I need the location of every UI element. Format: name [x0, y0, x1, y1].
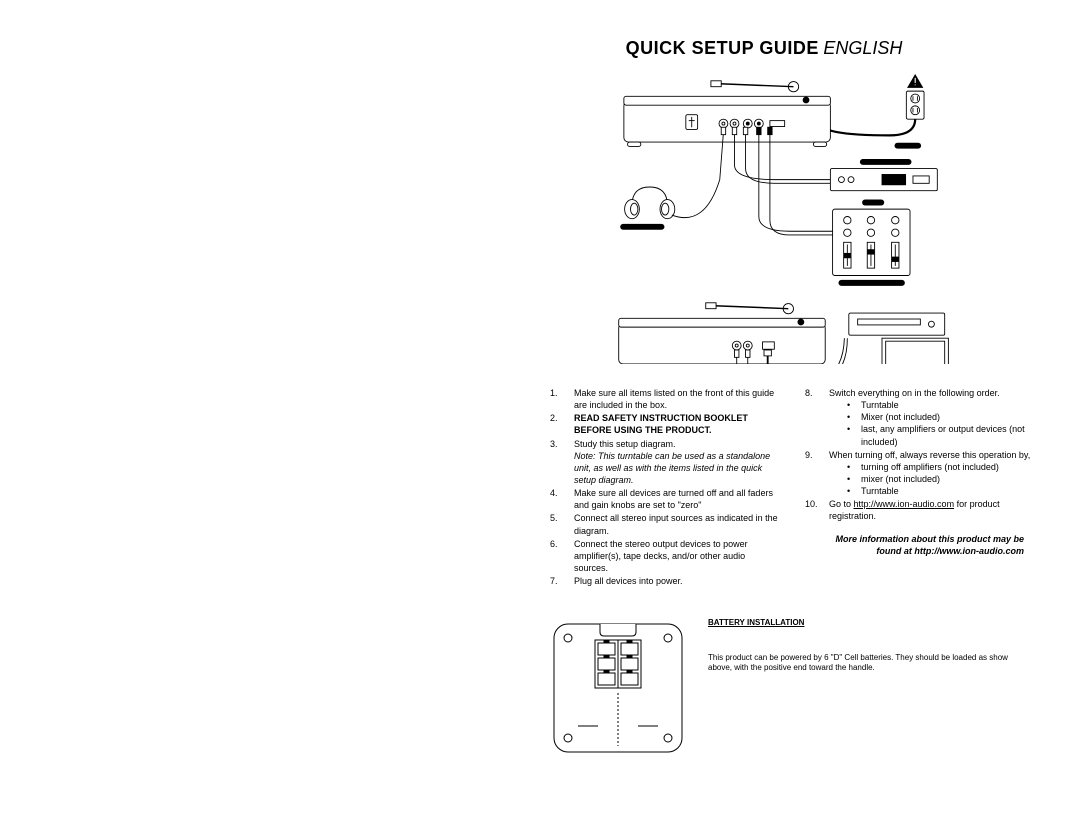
battery-heading: BATTERY INSTALLATION: [708, 618, 1034, 628]
step-item: Connect the stereo output devices to pow…: [550, 538, 779, 574]
connection-diagram-svg: POWER: [499, 69, 1029, 364]
battery-diagram: [548, 618, 688, 763]
title-lang: ENGLISH: [823, 38, 902, 58]
label-mixer: MIXER: [868, 201, 879, 205]
battery-text-block: BATTERY INSTALLATION This product can be…: [708, 618, 1034, 763]
step-item: Make sure all items listed on the front …: [550, 387, 779, 411]
bullet-item: turning off amplifiers (not included): [847, 461, 1034, 473]
steps-list-left: Make sure all items listed on the front …: [550, 387, 779, 587]
step-item: Plug all devices into power.: [550, 575, 779, 587]
bullet-item: mixer (not included): [847, 473, 1034, 485]
label-recorder: AUDIO RECORDER: [872, 160, 901, 164]
right-column: Switch everything on in the following or…: [805, 387, 1034, 588]
step-item: Switch everything on in the following or…: [805, 387, 1034, 448]
page-title: QUICK SETUP GUIDE ENGLISH: [484, 38, 1044, 59]
step-item: When turning off, always reverse this op…: [805, 449, 1034, 498]
step-item: Go to http://www.ion-audio.com for produ…: [805, 498, 1034, 522]
step-item: Connect all stereo input sources as indi…: [550, 512, 779, 536]
document-page: QUICK SETUP GUIDE ENGLISH: [484, 38, 1044, 763]
battery-body: This product can be powered by 6 "D" Cel…: [708, 653, 1034, 674]
title-main: QUICK SETUP GUIDE: [626, 38, 819, 58]
bullet-item: last, any amplifiers or output devices (…: [847, 423, 1034, 447]
bullet-item: Turntable: [847, 399, 1034, 411]
left-column: Make sure all items listed on the front …: [550, 387, 779, 588]
battery-section: BATTERY INSTALLATION This product can be…: [484, 618, 1044, 763]
label-ttamp: TURNTABLE/AMPLIFIER: [854, 281, 890, 285]
footnote-line1: More information about this product may …: [835, 534, 1024, 544]
label-power: POWER: [902, 144, 914, 148]
step-item: Study this setup diagram.Note: This turn…: [550, 438, 779, 487]
bullet-item: Mixer (not included): [847, 411, 1034, 423]
instruction-columns: Make sure all items listed on the front …: [484, 387, 1044, 588]
more-info-footnote: More information about this product may …: [805, 533, 1034, 557]
bullet-item: Turntable: [847, 485, 1034, 497]
steps-list-right: Switch everything on in the following or…: [805, 387, 1034, 523]
step-item: Make sure all devices are turned off and…: [550, 487, 779, 511]
step-item: READ SAFETY INSTRUCTION BOOKLET BEFORE U…: [550, 412, 779, 436]
footnote-line2: found at http://www.ion-audio.com: [876, 546, 1024, 556]
label-headphone: DJ HEADPHONE: [630, 225, 654, 229]
setup-diagram-top: POWER: [499, 69, 1029, 369]
